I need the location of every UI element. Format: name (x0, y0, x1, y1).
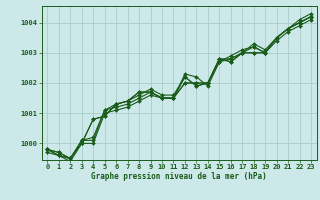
X-axis label: Graphe pression niveau de la mer (hPa): Graphe pression niveau de la mer (hPa) (91, 172, 267, 181)
